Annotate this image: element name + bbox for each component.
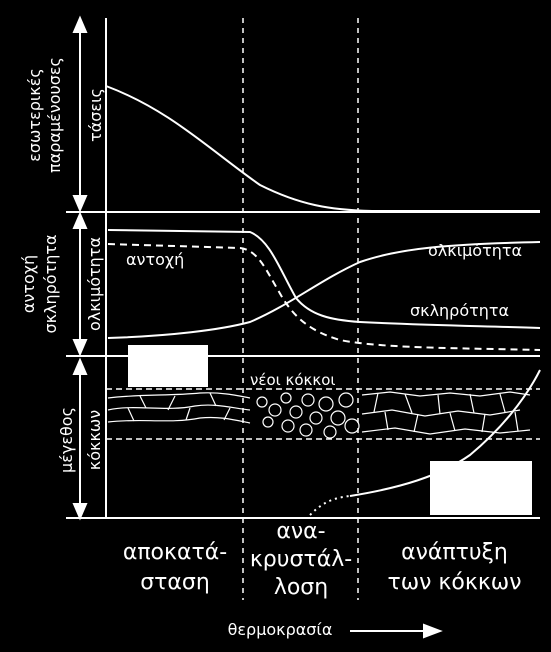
strength-axis-label: αντοχή [19,255,38,313]
grown-grains [361,391,531,435]
ductility-axis-label: ολκιμότητα [85,237,104,331]
stage-boundaries [242,18,359,600]
grain-size-curve [349,369,541,497]
residual-stress-label-1: εσωτερικές [25,68,44,162]
grain-band [106,388,540,440]
residual-stress-curve [105,85,540,212]
stage-recrystallization: ανα- κρυστάλ- λοση [245,518,357,602]
elongated-grains [107,392,251,424]
stage-recovery-line-2: σταση [140,570,210,595]
stage-recrystallization-line-3: λοση [273,575,329,600]
strength-curve [107,243,541,351]
blank-box-right [430,461,532,515]
grain-size-label-1: μέγεθος [57,407,76,473]
hardness-axis-label: σκληρότητα [41,234,60,333]
grain-size-label-2: κόκκων [85,410,104,470]
new-grains-label: νέοι κόκκοι [250,371,335,389]
x-axis-label: θερμοκρασία [227,620,333,639]
grain-size-curve-dotted [309,495,351,516]
left-arrows [72,15,88,521]
strength-curve-label: αντοχή [126,250,184,269]
stage-grain-growth-line-1: ανάπτυξη [401,540,508,565]
residual-stress-label-3: τάσεις [86,88,105,142]
hardness-curve-label: σκληρότητα [410,301,509,320]
blank-box-left [128,345,208,387]
stage-recrystallization-line-2: κρυστάλ- [249,547,353,572]
stage-recrystallization-line-1: ανα- [276,519,326,544]
stage-recovery: αποκατά- σταση [110,538,240,598]
new-small-grains [256,392,360,439]
ductility-curve-label: ολκιμότητα [428,241,522,260]
residual-stress-label-2: παραμένουσες [45,57,64,173]
stage-recovery-line-1: αποκατά- [122,540,228,565]
temperature-arrow [350,623,443,639]
stage-grain-growth-line-2: των κόκκων [387,570,522,595]
hardness-curve [107,229,541,329]
ductility-curve [107,241,541,339]
stage-grain-growth: ανάπτυξη των κόκκων [362,538,547,598]
